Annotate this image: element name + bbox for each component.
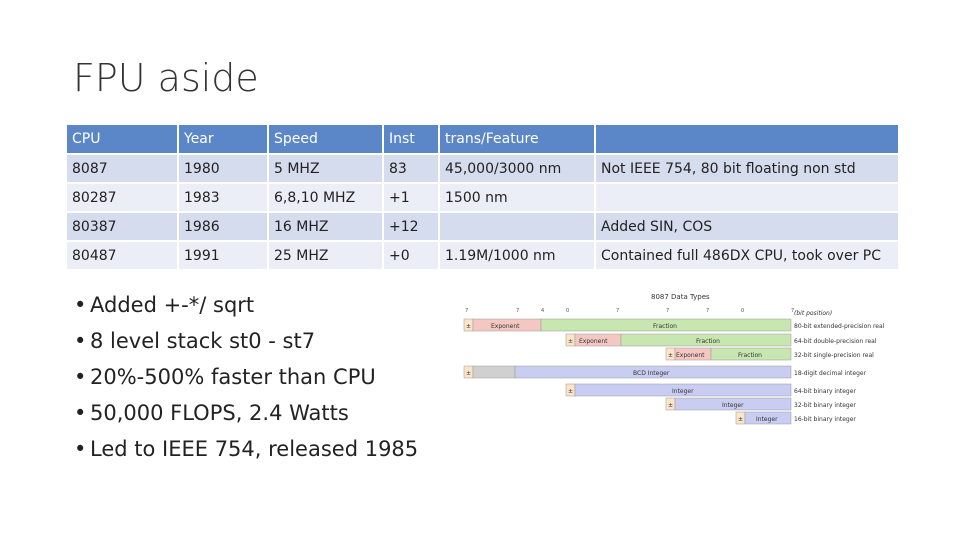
row-type-label: 32-bit single-precision real xyxy=(794,352,874,359)
unused-field xyxy=(472,365,516,379)
row-type-label: 32-bit binary integer xyxy=(794,402,856,409)
sign-label: ± xyxy=(668,352,673,359)
table-row: 80387 1986 16 MHZ +12 Added SIN, COS xyxy=(67,211,900,240)
sign-label: ± xyxy=(466,323,471,330)
list-item: • Added +-*/ sqrt xyxy=(74,293,255,317)
row-type-label: 64-bit double-precision real xyxy=(794,338,877,345)
fraction-label: Fraction xyxy=(696,338,720,345)
bcd-field xyxy=(514,365,792,379)
sign-label: ± xyxy=(568,388,573,395)
table-header-row: CPU Year Speed Inst trans/Feature xyxy=(67,125,900,153)
row-type-label: 18-digit decimal integer xyxy=(794,370,867,377)
fpu-table: CPU Year Speed Inst trans/Feature 8087 1… xyxy=(67,125,900,269)
bullet-text: 50,000 FLOPS, 2.4 Watts xyxy=(90,401,349,425)
cell xyxy=(596,182,900,211)
integer-field xyxy=(674,397,792,411)
cell: 1991 xyxy=(179,240,269,269)
bcd-label: BCD Integer xyxy=(633,370,670,377)
bullet-text: Added +-*/ sqrt xyxy=(90,293,255,317)
col-label: 7 xyxy=(516,308,519,314)
bullet-text: 8 level stack st0 - st7 xyxy=(90,329,316,353)
cell: Contained full 486DX CPU, took over PC xyxy=(596,240,900,269)
cell: 1500 nm xyxy=(440,182,596,211)
list-item: • 20%-500% faster than CPU xyxy=(74,365,376,389)
integer-field xyxy=(744,411,792,425)
fraction-label: Fraction xyxy=(653,323,677,330)
row-type-label: 80-bit extended-precision real xyxy=(794,323,885,330)
cell: 80387 xyxy=(67,211,179,240)
cell: 8087 xyxy=(67,153,179,182)
table-row: 80287 1983 6,8,10 MHZ +1 1500 nm xyxy=(67,182,900,211)
header-trans-feature: trans/Feature xyxy=(440,125,596,153)
data-types-diagram: 8087 Data Types (bit position) 7 7 4 0 7… xyxy=(463,293,885,425)
cell xyxy=(440,211,596,240)
integer-field xyxy=(574,383,792,397)
exponent-label: Exponent xyxy=(579,338,608,345)
col-label: 7 xyxy=(465,308,468,314)
integer-label: Integer xyxy=(722,402,744,409)
bullet-text: 20%-500% faster than CPU xyxy=(90,365,376,389)
cell: +12 xyxy=(384,211,440,240)
sign-label: ± xyxy=(738,416,743,423)
row-type-label: 64-bit binary integer xyxy=(794,388,856,395)
bullet-list: • Added +-*/ sqrt • 8 level stack st0 - st… xyxy=(74,290,418,470)
integer-label: Integer xyxy=(672,388,694,395)
col-label: 4 xyxy=(541,308,544,314)
header-cpu: CPU xyxy=(67,125,179,153)
cell: Added SIN, COS xyxy=(596,211,900,240)
col-label: 0 xyxy=(741,308,744,314)
col-label: 7 xyxy=(791,308,794,314)
col-label: 7 xyxy=(616,308,619,314)
cell: 16 MHZ xyxy=(269,211,384,240)
diagram-title: 8087 Data Types xyxy=(651,293,710,301)
cell: 1980 xyxy=(179,153,269,182)
cell: 1.19M/1000 nm xyxy=(440,240,596,269)
cell: 6,8,10 MHZ xyxy=(269,182,384,211)
cell: +1 xyxy=(384,182,440,211)
bullet-text: Led to IEEE 754, released 1985 xyxy=(90,437,419,461)
cell: 5 MHZ xyxy=(269,153,384,182)
sign-label: ± xyxy=(568,338,573,345)
cell: 80487 xyxy=(67,240,179,269)
list-item: • 50,000 FLOPS, 2.4 Watts xyxy=(74,401,349,425)
table-row: 8087 1980 5 MHZ 83 45,000/3000 nm Not IE… xyxy=(67,153,900,182)
exponent-label: Exponent xyxy=(491,323,520,330)
cell: Not IEEE 754, 80 bit floating non std xyxy=(596,153,900,182)
integer-label: Integer xyxy=(756,416,778,423)
header-year: Year xyxy=(179,125,269,153)
table-row: 80487 1991 25 MHZ +0 1.19M/1000 nm Conta… xyxy=(67,240,900,269)
exponent-label: Exponent xyxy=(676,352,705,359)
sign-label: ± xyxy=(668,402,673,409)
list-item: • Led to IEEE 754, released 1985 xyxy=(74,437,419,461)
row-type-label: 16-bit binary integer xyxy=(794,416,856,423)
fraction-label: Fraction xyxy=(738,352,762,359)
header-inst: Inst xyxy=(384,125,440,153)
sign-label: ± xyxy=(466,370,471,377)
list-item: • 8 level stack st0 - st7 xyxy=(74,329,316,353)
slide-title: FPU aside xyxy=(73,56,259,100)
cell: 45,000/3000 nm xyxy=(440,153,596,182)
cell: 1986 xyxy=(179,211,269,240)
cell: 1983 xyxy=(179,182,269,211)
cell: 83 xyxy=(384,153,440,182)
header-notes xyxy=(596,125,900,153)
cell: 80287 xyxy=(67,182,179,211)
fraction-field xyxy=(710,347,792,361)
col-label: 7 xyxy=(666,308,669,314)
fraction-field xyxy=(540,318,792,332)
col-label: 0 xyxy=(566,308,569,314)
col-label: 7 xyxy=(706,308,709,314)
bit-position-label: (bit position) xyxy=(794,310,832,317)
header-speed: Speed xyxy=(269,125,384,153)
cell: 25 MHZ xyxy=(269,240,384,269)
cell: +0 xyxy=(384,240,440,269)
fraction-field xyxy=(620,333,792,347)
